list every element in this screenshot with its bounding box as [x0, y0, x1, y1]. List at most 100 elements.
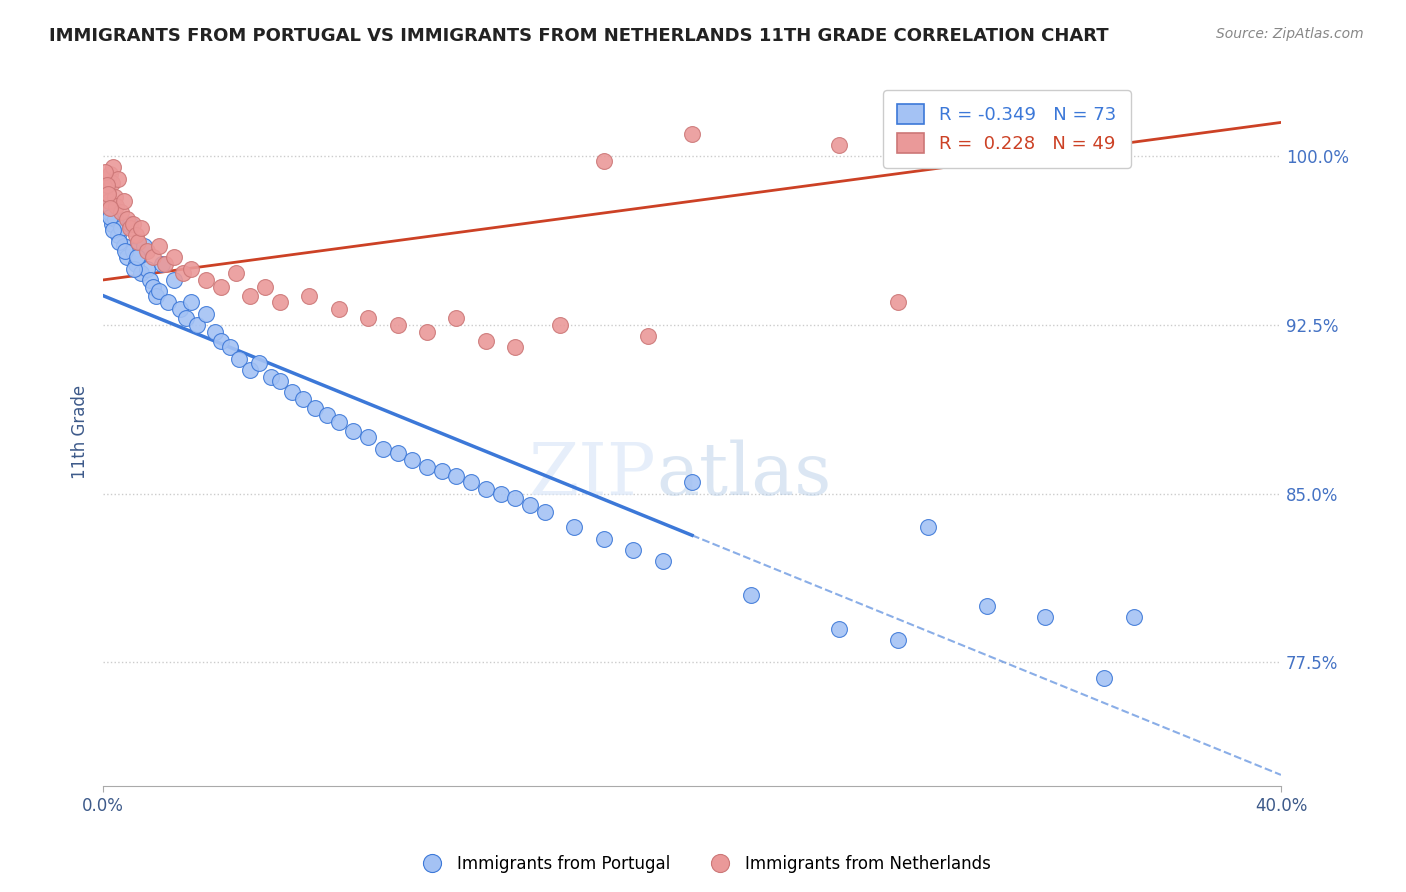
Point: [621, 542, 644, 557]
Point: [98, 201, 121, 215]
Point: [387, 446, 409, 460]
Point: [917, 520, 939, 534]
Point: [357, 311, 380, 326]
Legend: R = -0.349   N = 73, R =  0.228   N = 49: R = -0.349 N = 73, R = 0.228 N = 49: [883, 90, 1130, 168]
Point: [124, 257, 146, 271]
Point: [131, 221, 153, 235]
Point: [172, 266, 194, 280]
Point: [94, 171, 117, 186]
Point: [174, 311, 197, 326]
Point: [218, 340, 240, 354]
Point: [416, 459, 439, 474]
Point: [94, 165, 117, 179]
Point: [887, 632, 910, 647]
Point: [328, 415, 350, 429]
Point: [592, 532, 614, 546]
Point: [118, 221, 141, 235]
Point: [328, 302, 350, 317]
Point: [98, 205, 121, 219]
Point: [681, 475, 703, 490]
Point: [104, 189, 127, 203]
Point: [651, 554, 673, 568]
Point: [239, 363, 262, 377]
Point: [110, 205, 132, 219]
Point: [114, 244, 136, 258]
Point: [828, 137, 851, 152]
Point: [153, 257, 176, 271]
Point: [269, 374, 291, 388]
Point: [121, 244, 143, 258]
Point: [460, 475, 482, 490]
Y-axis label: 11th Grade: 11th Grade: [72, 384, 89, 479]
Point: [519, 498, 541, 512]
Point: [186, 318, 208, 332]
Point: [180, 295, 202, 310]
Point: [115, 212, 138, 227]
Point: [115, 251, 138, 265]
Point: [104, 212, 127, 227]
Point: [156, 295, 179, 310]
Point: [887, 295, 910, 310]
Point: [97, 187, 120, 202]
Point: [416, 325, 439, 339]
Text: IMMIGRANTS FROM PORTUGAL VS IMMIGRANTS FROM NETHERLANDS 11TH GRADE CORRELATION C: IMMIGRANTS FROM PORTUGAL VS IMMIGRANTS F…: [49, 27, 1109, 45]
Point: [98, 194, 121, 209]
Point: [169, 302, 191, 317]
Point: [304, 401, 326, 416]
Point: [292, 392, 315, 406]
Point: [254, 279, 277, 293]
Point: [976, 115, 998, 129]
Point: [548, 318, 571, 332]
Legend: Immigrants from Portugal, Immigrants from Netherlands: Immigrants from Portugal, Immigrants fro…: [408, 848, 998, 880]
Point: [533, 505, 555, 519]
Point: [96, 178, 118, 193]
Point: [280, 385, 302, 400]
Point: [209, 334, 232, 348]
Point: [142, 251, 165, 265]
Point: [562, 520, 585, 534]
Point: [122, 261, 145, 276]
Point: [430, 464, 453, 478]
Point: [228, 351, 250, 366]
Point: [475, 334, 498, 348]
Point: [269, 295, 291, 310]
Point: [195, 307, 218, 321]
Point: [505, 340, 527, 354]
Point: [112, 194, 135, 209]
Point: [148, 284, 170, 298]
Point: [489, 486, 512, 500]
Point: [401, 453, 423, 467]
Point: [125, 251, 148, 265]
Point: [260, 369, 283, 384]
Point: [150, 257, 173, 271]
Point: [316, 408, 339, 422]
Point: [1122, 610, 1144, 624]
Point: [204, 325, 226, 339]
Point: [163, 251, 186, 265]
Point: [209, 279, 232, 293]
Point: [592, 153, 614, 168]
Point: [475, 482, 498, 496]
Point: [131, 266, 153, 280]
Text: atlas: atlas: [657, 439, 832, 509]
Point: [101, 176, 124, 190]
Point: [100, 210, 122, 224]
Point: [100, 167, 122, 181]
Point: [637, 329, 659, 343]
Point: [446, 311, 468, 326]
Point: [110, 221, 132, 235]
Point: [103, 161, 125, 175]
Point: [681, 127, 703, 141]
Point: [118, 217, 141, 231]
Point: [134, 239, 156, 253]
Point: [446, 468, 468, 483]
Point: [96, 183, 118, 197]
Point: [105, 199, 128, 213]
Point: [828, 622, 851, 636]
Point: [195, 273, 218, 287]
Point: [112, 239, 135, 253]
Point: [239, 288, 262, 302]
Point: [127, 251, 149, 265]
Point: [387, 318, 409, 332]
Point: [342, 424, 364, 438]
